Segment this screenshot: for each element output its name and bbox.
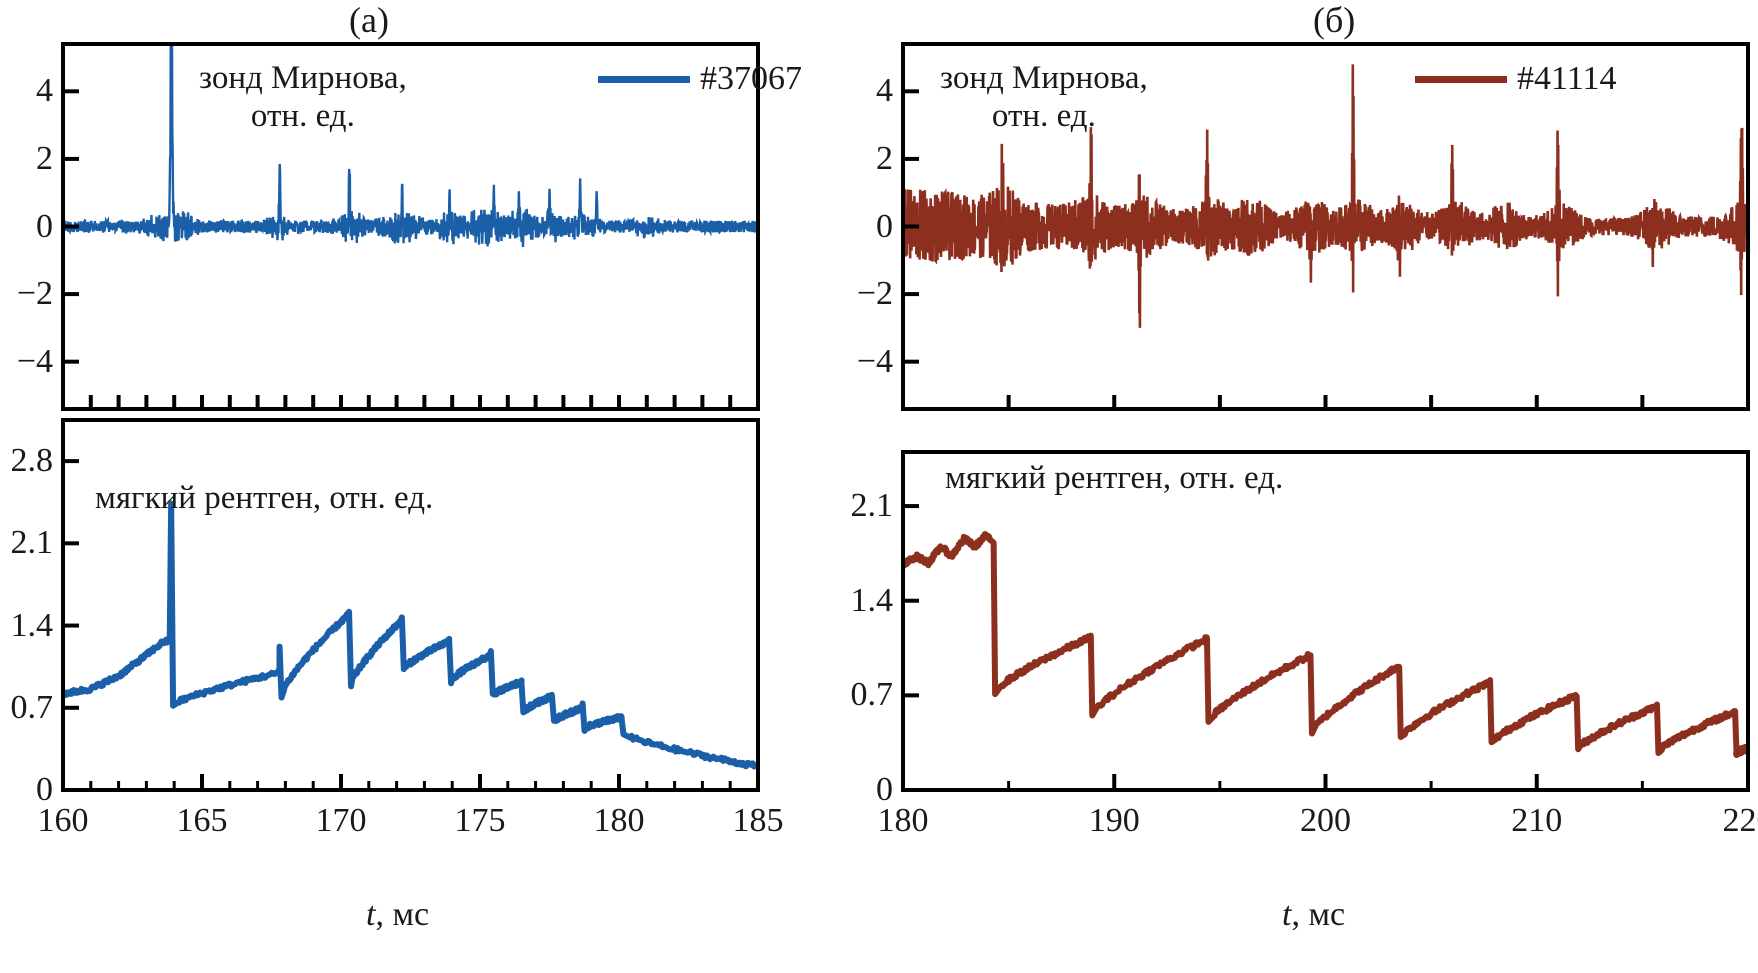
xtick-b-label-1: 190: [1088, 802, 1140, 839]
ytick-mirnov-a-label-4: −4: [16, 342, 53, 380]
ytick-mirnov-b-label-4: −4: [856, 342, 893, 380]
ytick-mirnov-b-label-1: 2: [876, 139, 893, 177]
ytick-sxr-a-label-3: 0.7: [10, 688, 54, 726]
xaxis-title-b-units: , мс: [1291, 896, 1346, 933]
panel-letter-a: (а): [349, 0, 389, 40]
xtick-a-label-0: 160: [37, 802, 89, 839]
legend-swatch-a: [598, 75, 690, 83]
ytick-mirnov-b-label-0: 4: [876, 72, 893, 110]
ytick-mirnov-b-label-3: −2: [856, 275, 893, 313]
xaxis-title-b: t, мс: [1282, 898, 1345, 932]
xaxis-title-a-units: , мс: [375, 896, 430, 933]
panel-letter-b: (б): [1313, 0, 1356, 40]
mirnov-trace-b: [903, 64, 1748, 328]
legend-label-a: #37067: [700, 60, 802, 97]
annotation-sxr-b: мягкий рентген, отн. ед.: [945, 460, 1284, 496]
legend-label-b: #41114: [1517, 60, 1617, 97]
axes-frame-bottom-a: [61, 418, 760, 792]
annotation-sxr-a: мягкий рентген, отн. ед.: [95, 480, 434, 516]
xtick-a-label-3: 175: [454, 802, 506, 839]
xtick-a-label-2: 170: [315, 802, 367, 839]
xtick-a-label-1: 165: [176, 802, 228, 839]
xtick-b-label-2: 200: [1300, 802, 1351, 839]
legend-swatch-b: [1415, 75, 1507, 83]
ytick-sxr-b-label-2: 0.7: [850, 676, 894, 714]
sxr-trace-b: [903, 531, 1748, 759]
sxr-trace-a: [63, 500, 758, 770]
sxr-signal-a: [63, 500, 758, 770]
ytick-sxr-a-label-1: 2.1: [10, 524, 54, 562]
legend-a: #37067: [598, 62, 802, 96]
annotation-mirnov-b: зонд Мирнова, отн. ед.: [940, 60, 1148, 134]
ytick-mirnov-a-label-1: 2: [36, 139, 53, 177]
mirnov-trace-a: [63, 44, 758, 248]
ytick-sxr-a-label-0: 2.8: [10, 442, 54, 480]
xaxis-title-a-symbol: t: [366, 896, 376, 933]
ytick-mirnov-a-label-2: 0: [36, 207, 53, 245]
ytick-sxr-b-label-3: 0: [876, 771, 893, 808]
mirnov-signal-a: [63, 44, 758, 248]
annotation-mirnov-a: зонд Мирнова, отн. ед.: [199, 60, 407, 134]
mirnov-signal-b: [903, 64, 1748, 328]
xtick-b-label-3: 210: [1511, 802, 1563, 839]
legend-b: #41114: [1415, 62, 1616, 96]
xtick-a-label-4: 180: [593, 802, 645, 839]
ytick-mirnov-a-label-0: 4: [36, 72, 53, 110]
xaxis-title-a: t, мс: [366, 898, 429, 932]
ytick-mirnov-a-label-3: −2: [16, 275, 53, 313]
xtick-b-label-4: 220: [1722, 802, 1758, 839]
ytick-sxr-b-label-1: 1.4: [850, 581, 894, 619]
xaxis-title-b-symbol: t: [1282, 896, 1292, 933]
ytick-sxr-b-label-0: 2.1: [850, 487, 894, 525]
axes-frame-bottom-b: [901, 450, 1750, 792]
xtick-a-label-5: 185: [732, 802, 784, 839]
ytick-sxr-a-label-4: 0: [36, 771, 53, 808]
xtick-b-label-0: 180: [877, 802, 929, 839]
ytick-sxr-a-label-2: 1.4: [10, 606, 54, 644]
ytick-mirnov-b-label-2: 0: [876, 207, 893, 245]
sxr-signal-b: [903, 531, 1748, 759]
